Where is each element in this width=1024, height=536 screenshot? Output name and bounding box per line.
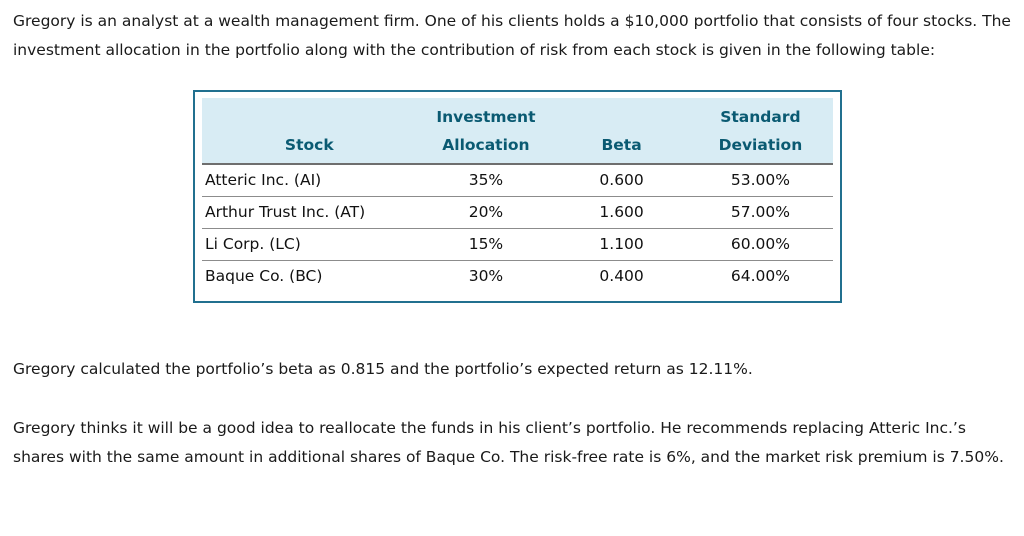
portfolio-table: Stock Investment Allocation Beta Standar… (202, 98, 833, 292)
stock-name-cell: Li Corp. (LC) (202, 228, 417, 261)
question-page: Gregory is an analyst at a wealth manage… (13, 12, 1011, 466)
header-stock: Stock (202, 98, 417, 165)
std-dev-cell: 57.00% (687, 196, 833, 229)
header-investment-allocation: Investment Allocation (416, 98, 556, 165)
std-dev-cell: 60.00% (687, 228, 833, 261)
header-standard-deviation: Standard Deviation (687, 98, 833, 165)
allocation-cell: 20% (416, 196, 556, 229)
allocation-cell: 35% (416, 164, 556, 197)
table-header-row: Stock Investment Allocation Beta Standar… (202, 98, 833, 165)
table-row: Arthur Trust Inc. (AT) 20% 1.600 57.00% (202, 196, 833, 229)
header-beta: Beta (555, 98, 688, 165)
portfolio-table-body: Atteric Inc. (AI) 35% 0.600 53.00% Arthu… (202, 164, 833, 292)
allocation-cell: 30% (468, 267, 504, 286)
portfolio-table-header: Stock Investment Allocation Beta Standar… (202, 98, 833, 165)
beta-cell: 0.400 (599, 267, 644, 286)
table-row: Baque Co. (BC) 30% 0.400 64.00% (202, 260, 833, 292)
portfolio-table-container: Stock Investment Allocation Beta Standar… (193, 90, 842, 303)
beta-cell: 0.600 (555, 164, 688, 197)
stock-name-cell: Arthur Trust Inc. (AT) (202, 196, 417, 229)
stock-name-cell: Baque Co. (BC) (205, 267, 323, 286)
beta-cell: 1.600 (555, 196, 688, 229)
table-row: Li Corp. (LC) 15% 1.100 60.00% (202, 228, 833, 261)
recommendation-paragraph: Gregory thinks it will be a good idea to… (13, 419, 1004, 466)
beta-cell: 1.100 (555, 228, 688, 261)
calculation-paragraph: Gregory calculated the portfolio’s beta … (13, 360, 753, 378)
allocation-cell: 15% (416, 228, 556, 261)
std-dev-cell: 64.00% (730, 267, 790, 286)
table-row: Atteric Inc. (AI) 35% 0.600 53.00% (202, 164, 833, 197)
std-dev-cell: 53.00% (687, 164, 833, 197)
intro-paragraph: Gregory is an analyst at a wealth manage… (13, 12, 1011, 59)
stock-name-cell: Atteric Inc. (AI) (202, 164, 417, 197)
